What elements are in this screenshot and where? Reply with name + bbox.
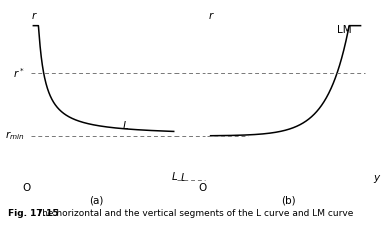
Text: $r^*$: $r^*$: [13, 66, 25, 80]
Text: O: O: [22, 183, 30, 193]
Text: L: L: [172, 172, 177, 182]
Text: $r_{min}$: $r_{min}$: [5, 130, 25, 142]
Text: r: r: [31, 11, 36, 21]
Text: LM: LM: [337, 25, 352, 35]
Text: The horizontal and the vertical segments of the L curve and LM curve: The horizontal and the vertical segments…: [31, 209, 353, 218]
Text: O: O: [199, 183, 207, 193]
Text: Fig. 17.15: Fig. 17.15: [8, 209, 58, 218]
Text: (b): (b): [281, 196, 295, 205]
Text: (a): (a): [89, 196, 104, 205]
Text: r: r: [209, 11, 213, 21]
Text: y: y: [374, 173, 380, 183]
Text: L: L: [181, 173, 187, 183]
Text: L: L: [123, 121, 128, 131]
